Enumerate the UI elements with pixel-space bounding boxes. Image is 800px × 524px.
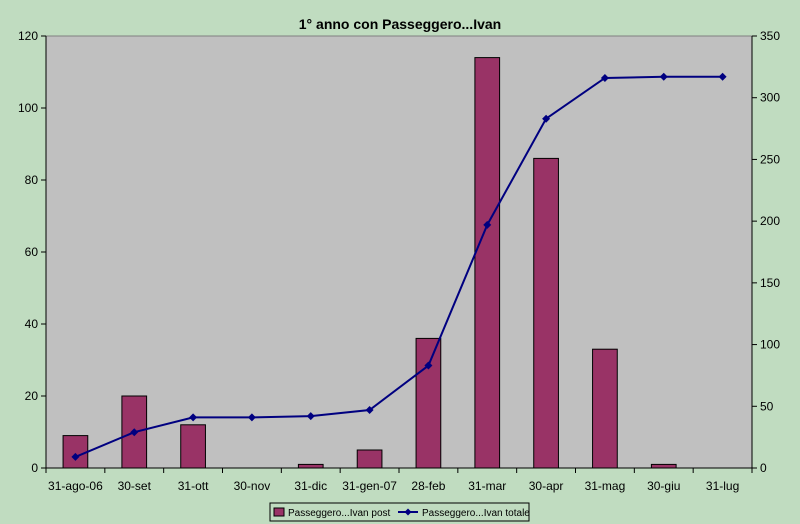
right-tick-label: 200 <box>760 214 780 228</box>
bar <box>356 449 383 469</box>
right-tick-label: 50 <box>760 399 774 413</box>
x-tick-label: 30-apr <box>529 479 564 493</box>
legend-bar-label: Passeggero...Ivan post <box>288 508 391 519</box>
x-tick-label: 31-dic <box>294 479 327 493</box>
line-point <box>130 428 139 437</box>
x-tick-label: 30-nov <box>234 479 271 493</box>
legend-line-label: Passeggero...Ivan totale <box>422 508 530 519</box>
right-tick-label: 0 <box>760 461 767 475</box>
line-point <box>542 114 551 123</box>
left-tick-label: 60 <box>25 245 39 259</box>
line-point <box>189 413 198 422</box>
bar <box>474 57 501 469</box>
left-tick-label: 100 <box>18 101 38 115</box>
left-tick-label: 80 <box>25 173 39 187</box>
right-tick-label: 350 <box>760 29 780 43</box>
x-tick-label: 31-ott <box>178 479 209 493</box>
line-point <box>718 72 727 81</box>
left-y-axis: 0 20 40 60 80 100 120 <box>18 29 47 475</box>
bar <box>180 424 206 469</box>
line-point <box>600 73 609 82</box>
x-axis: 31-ago-06 30-set 31-ott 30-nov 31-dic 31-gen-… <box>45 467 753 493</box>
left-tick-label: 120 <box>18 29 38 43</box>
line-point <box>247 413 256 422</box>
bar <box>62 435 89 469</box>
left-tick-label: 40 <box>25 317 39 331</box>
right-tick-label: 250 <box>760 152 780 166</box>
x-tick-label: 31-lug <box>706 479 739 493</box>
right-tick-label: 300 <box>760 91 780 105</box>
bar <box>650 463 677 469</box>
line-series <box>71 72 727 461</box>
bar-series <box>62 57 677 469</box>
series-line <box>75 75 723 458</box>
right-tick-label: 150 <box>760 276 780 290</box>
bar <box>297 463 324 469</box>
left-tick-label: 20 <box>25 389 39 403</box>
x-tick-label: 31-mag <box>585 479 626 493</box>
right-tick-label: 100 <box>760 338 780 352</box>
x-tick-label: 30-giu <box>647 479 680 493</box>
line-point <box>424 361 433 370</box>
legend-line-marker <box>404 508 412 516</box>
x-tick-label: 30-set <box>118 479 152 493</box>
legend-bar-swatch <box>273 507 285 517</box>
bar <box>415 337 442 469</box>
line-point <box>659 72 668 81</box>
line-point <box>306 412 315 421</box>
left-tick-label: 0 <box>31 461 38 475</box>
line-point <box>365 405 374 414</box>
x-tick-label: 31-mar <box>468 479 506 493</box>
x-tick-label: 31-ago-06 <box>48 479 103 493</box>
x-tick-label: 31-gen-07 <box>342 479 397 493</box>
legend: Passeggero...Ivan post Passeggero...Ivan… <box>269 502 530 522</box>
plot-area <box>45 35 753 469</box>
bar <box>533 157 559 469</box>
bar <box>592 348 618 469</box>
x-tick-label: 28-feb <box>411 479 445 493</box>
right-y-axis: 0 50 100 150 200 250 300 350 <box>751 29 780 475</box>
line-point <box>483 220 492 229</box>
line-point <box>71 452 80 461</box>
chart-title: 1° anno con Passeggero...Ivan <box>299 16 501 32</box>
